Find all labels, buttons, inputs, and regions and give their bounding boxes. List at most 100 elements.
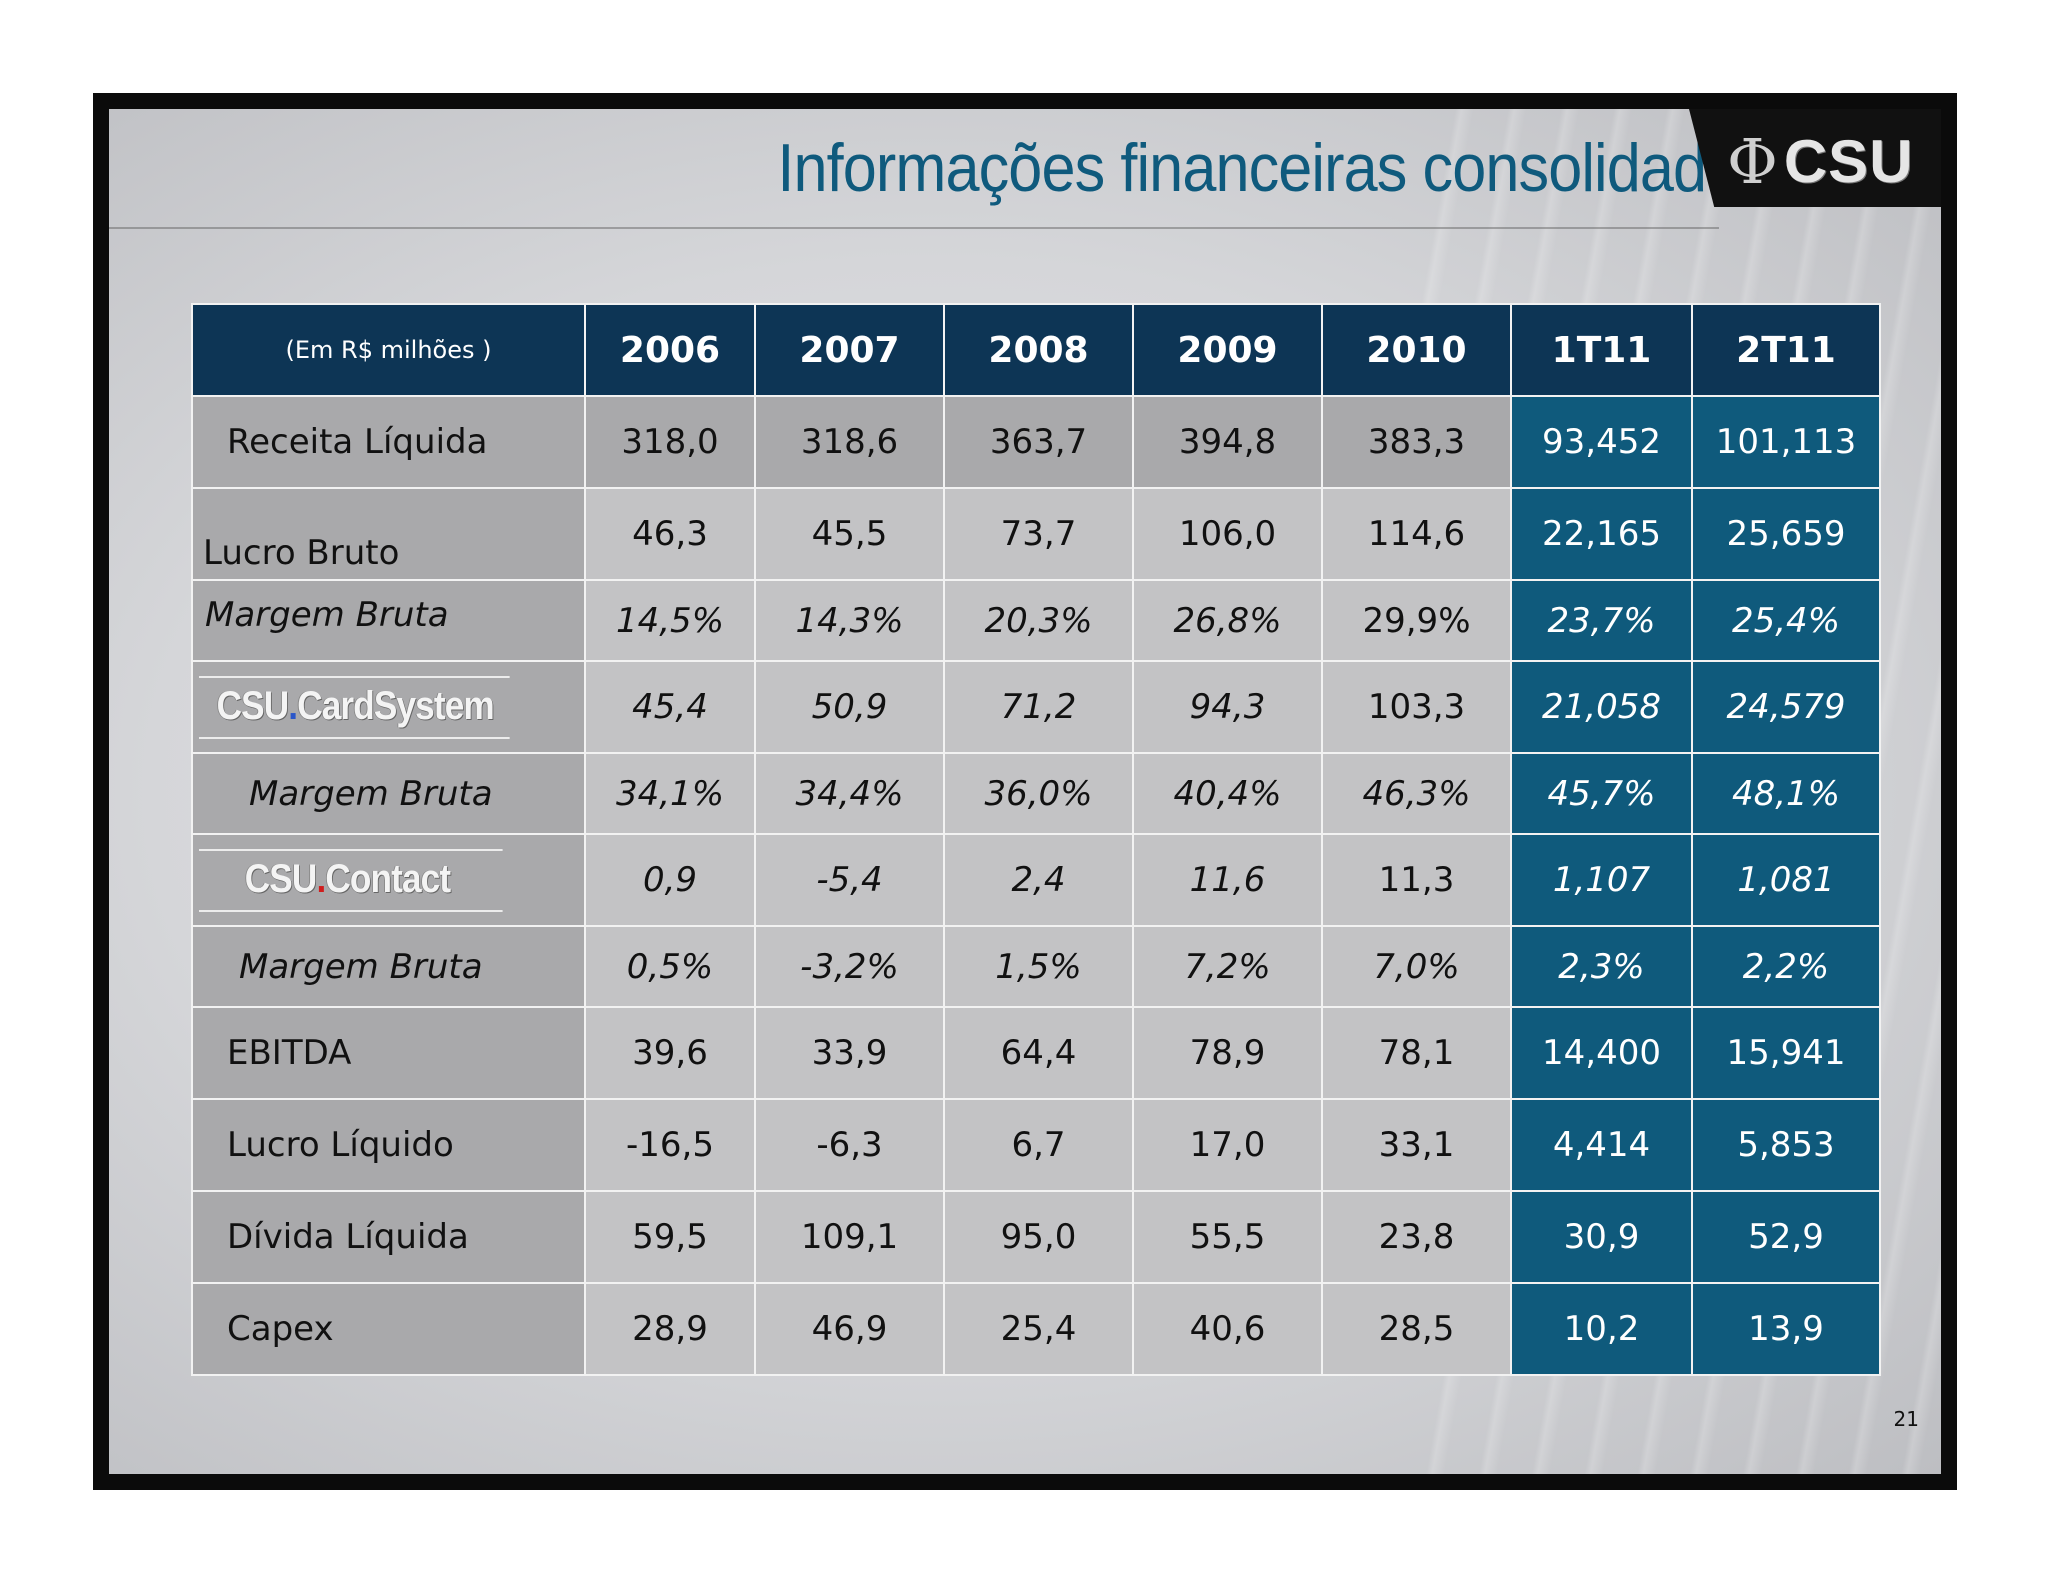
table-cell: 45,7% — [1510, 752, 1693, 835]
table-cell: 318,0 — [584, 395, 756, 489]
table-cell: 24,579 — [1691, 660, 1881, 754]
table-cell: 103,3 — [1321, 660, 1512, 754]
table-cell: 52,9 — [1691, 1190, 1881, 1284]
table-cell: 55,5 — [1132, 1190, 1323, 1284]
table-cell: 50,9 — [754, 660, 945, 754]
table-cell: 20,3% — [943, 579, 1134, 662]
table-cell: 28,9 — [584, 1282, 756, 1376]
table-cell: 40,4% — [1132, 752, 1323, 835]
table-cell: 4,414 — [1510, 1098, 1693, 1192]
column-header: 2008 — [943, 303, 1134, 397]
row-label: EBITDA — [191, 1006, 586, 1100]
table-cell: 78,9 — [1132, 1006, 1323, 1100]
row-label: Margem Bruta — [191, 579, 586, 662]
financial-table: (Em R$ milhões ) 2006 2007 2008 2009 201… — [191, 303, 1881, 1376]
table-cell: -16,5 — [584, 1098, 756, 1192]
table-cell: 1,5% — [943, 925, 1134, 1008]
table-cell: 114,6 — [1321, 487, 1512, 581]
table-cell: 46,9 — [754, 1282, 945, 1376]
row-label: Receita Líquida — [191, 395, 586, 489]
table-row-contact: CSU.Contact 0,9 -5,4 2,4 11,6 11,3 1,107… — [191, 833, 1881, 927]
table-cell: 15,941 — [1691, 1006, 1881, 1100]
table-row-cardsystem-margem: Margem Bruta 34,1% 34,4% 36,0% 40,4% 46,… — [191, 752, 1881, 835]
table-cell: 45,5 — [754, 487, 945, 581]
cardsystem-logo: CSU.CardSystem — [199, 675, 510, 739]
table-cell: 106,0 — [1132, 487, 1323, 581]
table-cell: 1,081 — [1691, 833, 1881, 927]
column-header: 2010 — [1321, 303, 1512, 397]
table-cell: 26,8% — [1132, 579, 1323, 662]
table-row-capex: Capex 28,9 46,9 25,4 40,6 28,5 10,2 13,9 — [191, 1282, 1881, 1376]
table-cell: 1,107 — [1510, 833, 1693, 927]
table-cell: 30,9 — [1510, 1190, 1693, 1284]
table-cell: 23,8 — [1321, 1190, 1512, 1284]
page-number: 21 — [1893, 1407, 1919, 1431]
table-cell: 363,7 — [943, 395, 1134, 489]
slide: Informações financeiras consolidadas Φ C… — [109, 109, 1941, 1474]
table-cell: 101,113 — [1691, 395, 1881, 489]
table-cell: 7,0% — [1321, 925, 1512, 1008]
table-cell: 25,659 — [1691, 487, 1881, 581]
table-cell: 2,2% — [1691, 925, 1881, 1008]
table-cell: 34,4% — [754, 752, 945, 835]
row-label: Margem Bruta — [191, 752, 586, 835]
table-cell: 11,6 — [1132, 833, 1323, 927]
table-cell: 45,4 — [584, 660, 756, 754]
table-row-margem-bruta: Margem Bruta 14,5% 14,3% 20,3% 26,8% 29,… — [191, 579, 1881, 662]
column-header: 2T11 — [1691, 303, 1881, 397]
table-cell: 64,4 — [943, 1006, 1134, 1100]
table-cell: 2,3% — [1510, 925, 1693, 1008]
table-row-receita: Receita Líquida 318,0 318,6 363,7 394,8 … — [191, 395, 1881, 489]
row-label: Capex — [191, 1282, 586, 1376]
table-cell: 318,6 — [754, 395, 945, 489]
header-rule — [109, 227, 1719, 229]
contact-logo: CSU.Contact — [199, 848, 504, 912]
table-row-lucro-bruto: Lucro Bruto 46,3 45,5 73,7 106,0 114,6 2… — [191, 487, 1881, 581]
table-cell: 17,0 — [1132, 1098, 1323, 1192]
slide-frame: Informações financeiras consolidadas Φ C… — [93, 93, 1957, 1490]
table-cell: 14,5% — [584, 579, 756, 662]
column-header: 1T11 — [1510, 303, 1693, 397]
table-cell: 94,3 — [1132, 660, 1323, 754]
table-cell: 14,400 — [1510, 1006, 1693, 1100]
table-row-ebitda: EBITDA 39,6 33,9 64,4 78,9 78,1 14,400 1… — [191, 1006, 1881, 1100]
table-cell: 25,4% — [1691, 579, 1881, 662]
table-cell: 0,5% — [584, 925, 756, 1008]
table-cell: 21,058 — [1510, 660, 1693, 754]
table-cell: 73,7 — [943, 487, 1134, 581]
table-cell: 394,8 — [1132, 395, 1323, 489]
table-cell: -6,3 — [754, 1098, 945, 1192]
table-row-divida: Dívida Líquida 59,5 109,1 95,0 55,5 23,8… — [191, 1190, 1881, 1284]
table-cell: 22,165 — [1510, 487, 1693, 581]
table-cell: 95,0 — [943, 1190, 1134, 1284]
table-cell: 40,6 — [1132, 1282, 1323, 1376]
table-cell: 46,3 — [584, 487, 756, 581]
table-cell: 78,1 — [1321, 1006, 1512, 1100]
logo-tab — [1689, 109, 1941, 207]
row-label: Margem Bruta — [191, 925, 586, 1008]
row-label: Lucro Líquido — [191, 1098, 586, 1192]
table-cell: 11,3 — [1321, 833, 1512, 927]
table-cell: 10,2 — [1510, 1282, 1693, 1376]
table-cell: 93,452 — [1510, 395, 1693, 489]
contact-label: CSU.Contact — [191, 833, 586, 927]
table-cell: 34,1% — [584, 752, 756, 835]
table-cell: -3,2% — [754, 925, 945, 1008]
csu-logo-icon: Φ — [1727, 124, 1778, 198]
table-row-lucro-liquido: Lucro Líquido -16,5 -6,3 6,7 17,0 33,1 4… — [191, 1098, 1881, 1192]
table-cell: 0,9 — [584, 833, 756, 927]
table-cell: 383,3 — [1321, 395, 1512, 489]
table-cell: 36,0% — [943, 752, 1134, 835]
table-row-contact-margem: Margem Bruta 0,5% -3,2% 1,5% 7,2% 7,0% 2… — [191, 925, 1881, 1008]
slide-title: Informações financeiras consolidadas — [777, 130, 1769, 206]
csu-logo-text: CSU — [1783, 127, 1914, 195]
cardsystem-label: CSU.CardSystem — [191, 660, 586, 754]
column-header: 2009 — [1132, 303, 1323, 397]
table-row-cardsystem: CSU.CardSystem 45,4 50,9 71,2 94,3 103,3… — [191, 660, 1881, 754]
table-cell: 6,7 — [943, 1098, 1134, 1192]
table-cell: 71,2 — [943, 660, 1134, 754]
unit-label: (Em R$ milhões ) — [191, 303, 586, 397]
table-cell: 29,9% — [1321, 579, 1512, 662]
table-cell: 46,3% — [1321, 752, 1512, 835]
table-cell: 5,853 — [1691, 1098, 1881, 1192]
